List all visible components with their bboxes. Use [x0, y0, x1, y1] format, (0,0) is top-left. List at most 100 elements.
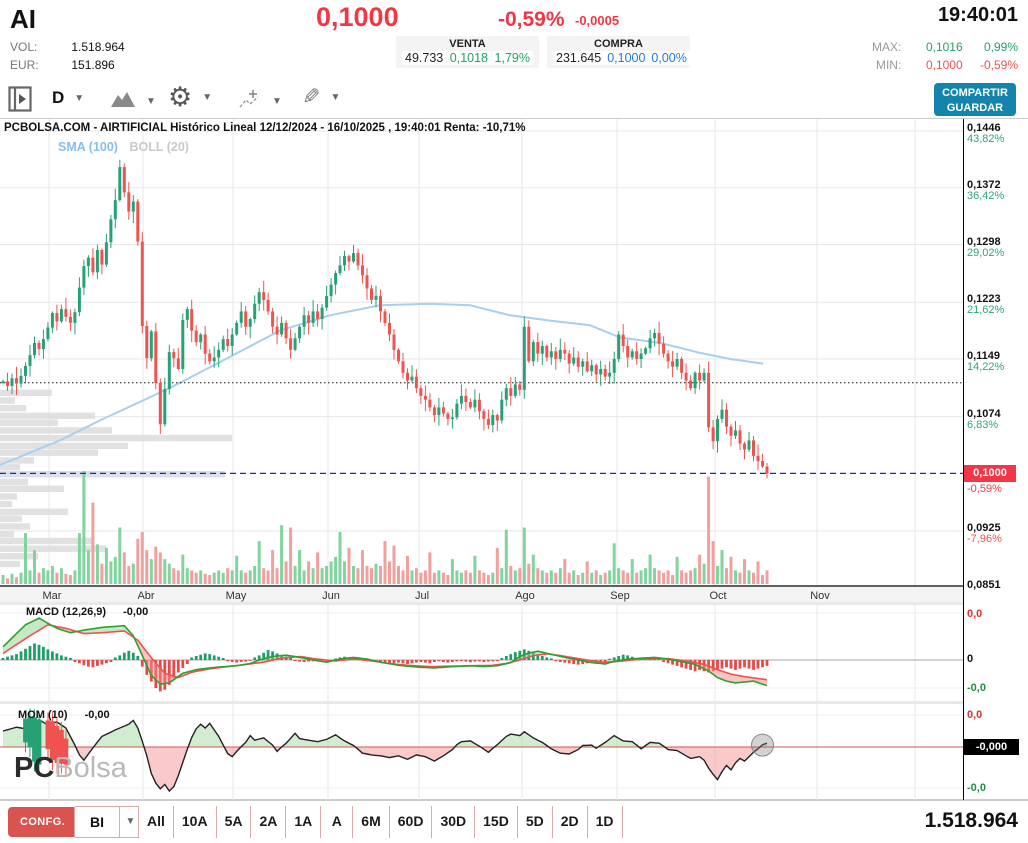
timeframe-button[interactable]: D ▼: [52, 88, 84, 108]
eur-value: 151.896: [71, 58, 115, 72]
broker-label: BI: [90, 814, 104, 830]
chevron-down-icon: ▼: [202, 92, 213, 103]
timeframe-label: D: [52, 88, 65, 107]
chart-toolbar: D ▼ ▼ ⚙ ▼ ▼ ✎ ▼ COMPARTIR GUARDAR: [0, 82, 1028, 118]
min-pct: -0,59%: [979, 58, 1018, 72]
config-button[interactable]: CONFG.: [8, 807, 78, 837]
mountain-chart-icon: [110, 90, 136, 113]
chart-title: PCBOLSA.COM - AIRTIFICIAL Histórico Line…: [4, 122, 526, 134]
period-button-30d[interactable]: 30D: [432, 806, 476, 838]
compra-price: 0,1000: [604, 51, 649, 65]
y-tick-price: 0,1372: [967, 179, 1001, 191]
period-button-10a[interactable]: 10A: [173, 806, 217, 838]
y-tick-price: 0,1446: [967, 122, 1001, 134]
chart-canvas[interactable]: Mar Abr May Jun Jul Ago Sep Oct Nov: [0, 119, 963, 801]
venta-box: VENTA 49.733 0,1018 1,79%: [396, 36, 539, 68]
share-save-button[interactable]: COMPARTIR GUARDAR: [934, 83, 1016, 116]
chart-type-button[interactable]: ▼: [110, 90, 156, 113]
panel-icon: [8, 86, 32, 117]
y-tick-pct: -7,96%: [967, 533, 1002, 545]
period-button-60d[interactable]: 60D: [389, 806, 433, 838]
y-tick-pct: 14,22%: [967, 361, 1005, 373]
chevron-down-icon: ▼: [146, 96, 156, 107]
max-label: MAX:: [871, 40, 902, 54]
vol-label: VOL:: [10, 40, 38, 54]
logo-bold: PC: [14, 752, 55, 784]
share-label: COMPARTIR: [942, 87, 1008, 99]
y-tick-pct: 43,82%: [967, 133, 1005, 145]
period-button-15d[interactable]: 15D: [475, 806, 518, 838]
logo-light: Bolsa: [54, 752, 127, 784]
chevron-down-icon: ▼: [330, 91, 341, 103]
compra-box: COMPRA 231.645 0,1000 0,00%: [547, 36, 690, 68]
min-label: MIN:: [875, 58, 902, 72]
volume-row: VOL: 1.518.964: [10, 40, 125, 54]
y-tick-price: 0,0851: [967, 579, 1001, 591]
venta-title: VENTA: [449, 38, 486, 50]
compra-qty: 231.645: [553, 51, 605, 65]
venta-pct: 1,79%: [491, 51, 533, 65]
svg-text:Mar: Mar: [43, 590, 62, 602]
mom-value-badge: -0,000: [964, 739, 1019, 755]
pencil-icon: ✎: [302, 84, 321, 109]
pcbolsa-logo: PCBolsa: [14, 752, 127, 785]
total-volume: 1.518.964: [924, 809, 1018, 832]
mom-value: -0,00: [84, 709, 110, 721]
period-button-5a[interactable]: 5A: [216, 806, 252, 838]
period-button-6m[interactable]: 6M: [353, 806, 390, 838]
macd-value: -0,00: [123, 606, 149, 618]
svg-text:Sep: Sep: [610, 590, 630, 602]
chevron-down-icon: ▼: [74, 92, 85, 104]
price-axis[interactable]: 0,1446 43,82% 0,1372 36,42% 0,1298 29,02% 0,12…: [963, 119, 1028, 801]
y-tick-price: 0,0925: [967, 522, 1001, 534]
macd-label: MACD (12,26,9) -0,00: [26, 606, 148, 618]
compra-pct: 0,00%: [648, 51, 690, 65]
max-pct: 0,99%: [983, 40, 1018, 54]
change-percent: -0,59%: [498, 8, 565, 31]
svg-text:Jul: Jul: [415, 590, 429, 602]
macd-axis-bottom: -0,0: [967, 682, 986, 694]
y-tick-price: 0,1149: [967, 350, 1001, 362]
period-button-a[interactable]: A: [321, 806, 354, 838]
period-button-1d[interactable]: 1D: [587, 806, 623, 838]
mom-name: MOM (10): [18, 709, 68, 721]
legend-sma[interactable]: SMA (100): [58, 140, 118, 154]
current-price-pct: -0,59%: [967, 483, 1002, 495]
period-selector: All 10A 5A 2A 1A A 6M 60D 30D 15D 5D 2D 1D: [138, 806, 623, 838]
period-button-all[interactable]: All: [139, 806, 174, 838]
draw-tools-button[interactable]: ✎ ▼: [302, 84, 340, 110]
save-label: GUARDAR: [946, 101, 1004, 114]
max-price: 0,1016: [925, 40, 963, 54]
change-absolute: -0,0005: [575, 13, 620, 28]
y-tick-pct: 6,83%: [967, 419, 999, 431]
svg-text:May: May: [226, 590, 247, 602]
current-price-badge: 0,1000: [964, 465, 1016, 482]
compra-title: COMPRA: [594, 38, 643, 50]
broker-dropdown[interactable]: BI ▼: [74, 806, 142, 838]
svg-text:Abr: Abr: [137, 590, 154, 602]
clock: 19:40:01: [937, 4, 1018, 26]
eur-row: EUR: 151.896: [10, 58, 115, 72]
chart-area[interactable]: Mar Abr May Jun Jul Ago Sep Oct Nov PCBOLSA.COM …: [0, 118, 1028, 801]
period-button-2d[interactable]: 2D: [552, 806, 588, 838]
period-button-1a[interactable]: 1A: [286, 806, 322, 838]
add-indicator-button[interactable]: ▼: [238, 88, 282, 115]
svg-text:Jun: Jun: [322, 590, 340, 602]
y-tick-price: 0,1074: [967, 408, 1001, 420]
settings-button[interactable]: ⚙ ▼: [168, 82, 212, 113]
bottom-toolbar: CONFG. BI ▼ All 10A 5A 2A 1A A 6M 60D 30D 15D 5D 2D…: [0, 800, 1028, 843]
order-book: VENTA 49.733 0,1018 1,79% COMPRA 231.645…: [396, 36, 690, 68]
macd-axis-top: 0,0: [967, 608, 983, 620]
gear-icon: ⚙: [168, 82, 193, 112]
panel-toggle-button[interactable]: [8, 86, 32, 117]
max-row: MAX: 0,1016 0,99%: [872, 40, 1018, 54]
svg-text:Oct: Oct: [709, 590, 726, 602]
eur-label: EUR:: [10, 58, 39, 72]
legend-boll[interactable]: BOLL (20): [129, 140, 189, 154]
period-button-5d[interactable]: 5D: [517, 806, 553, 838]
period-button-2a[interactable]: 2A: [251, 806, 287, 838]
mom-axis-bottom: -0,0: [967, 782, 986, 794]
venta-qty: 49.733: [402, 51, 447, 65]
y-tick-price: 0,1298: [967, 236, 1001, 248]
chart-legend: SMA (100) BOLL (20): [58, 140, 189, 154]
